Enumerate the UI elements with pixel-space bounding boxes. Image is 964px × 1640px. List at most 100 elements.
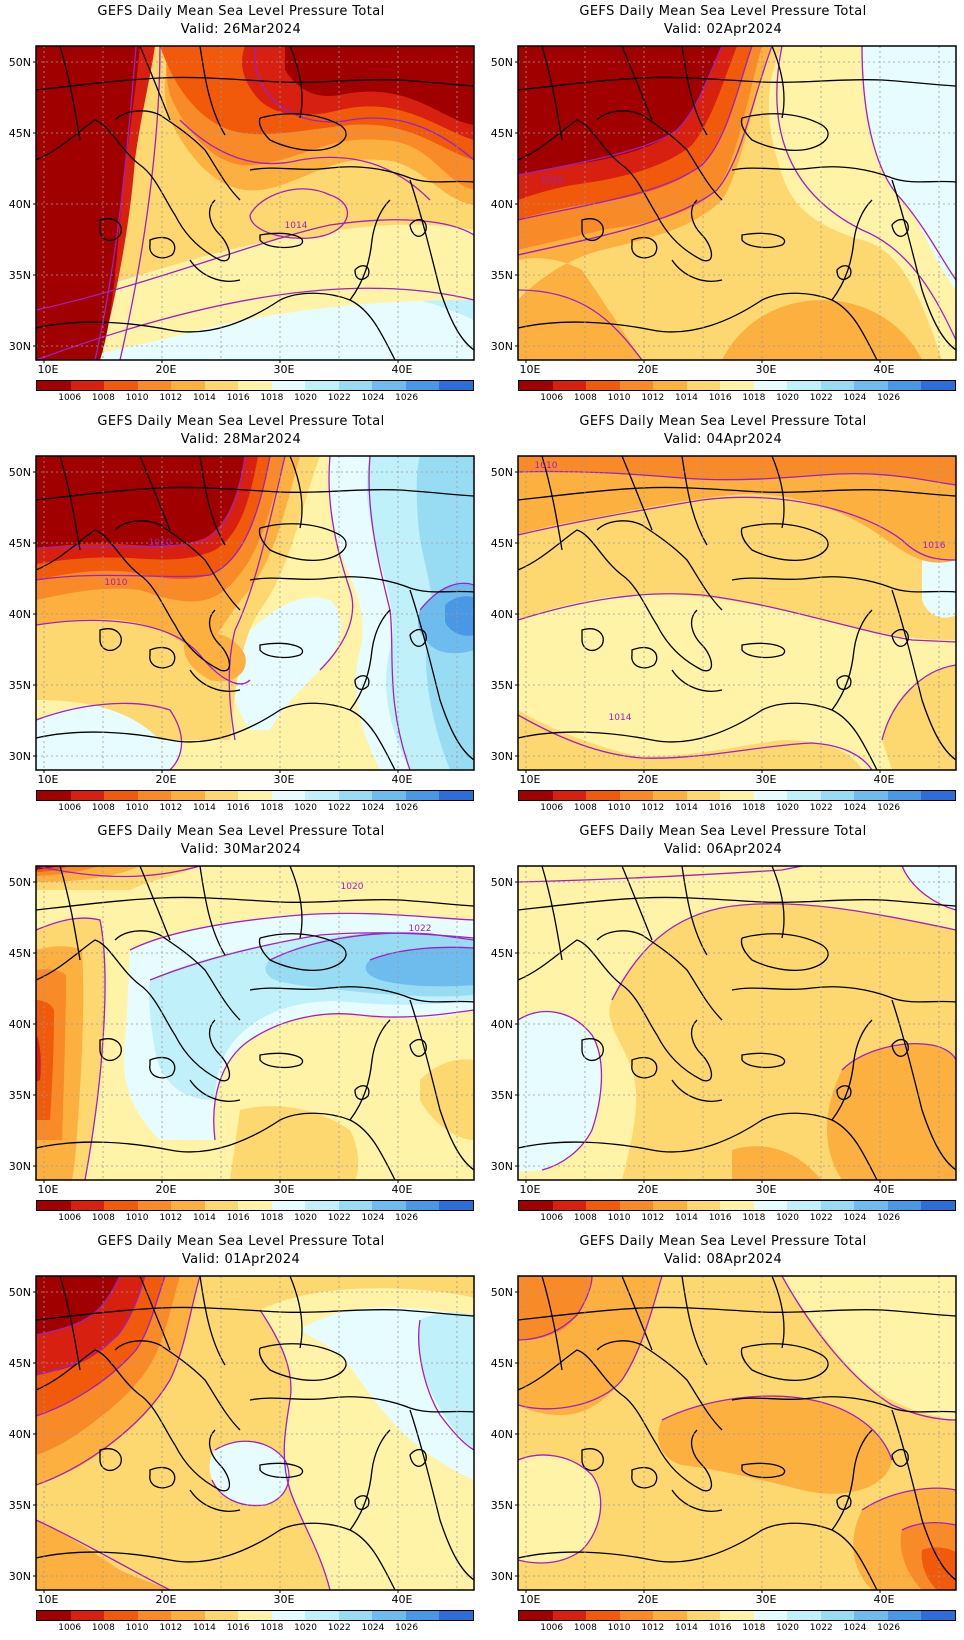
latitude-label: 30N [9, 1160, 31, 1173]
panel-valid-date: Valid: 04Apr2024 [663, 432, 783, 447]
pressure-field-area [36, 866, 70, 1120]
map-frame [35, 455, 475, 771]
longitude-label: 30E [274, 363, 295, 376]
colorbar-label: 1018 [742, 393, 766, 403]
colorbar-swatch [372, 1611, 406, 1620]
coastline-border [258, 1343, 347, 1381]
coastline-border [258, 113, 347, 151]
colorbar-swatch [405, 791, 440, 800]
colorbar-label: 1016 [226, 803, 250, 813]
panel-valid-date: Valid: 30Mar2024 [180, 842, 302, 857]
longitude-label: 30E [756, 1593, 777, 1606]
colorbar-swatch [921, 1201, 955, 1210]
colorbar-swatch [619, 1201, 654, 1210]
colorbar-swatch [439, 381, 473, 390]
colorbar-label: 1006 [58, 803, 82, 813]
colorbar-label: 1006 [540, 1213, 564, 1223]
colorbar-swatch [204, 381, 239, 390]
longitude-label: 20E [156, 773, 177, 786]
colorbar-swatch [104, 1611, 138, 1620]
coastline-border [621, 456, 653, 531]
colorbar-swatch [854, 1201, 888, 1210]
colorbar-label: 1012 [641, 393, 665, 403]
colorbar-swatch [70, 791, 105, 800]
coastline-border [631, 1056, 658, 1079]
colorbar-swatch [405, 1201, 440, 1210]
isobar-label: 1020 [341, 882, 364, 892]
coastline-border [621, 1276, 653, 1351]
latitude-label: 40N [9, 1428, 31, 1441]
colorbar-label: 1024 [843, 1623, 867, 1633]
coastline-border [771, 1276, 785, 1349]
latitude-label: 30N [9, 1570, 31, 1583]
colorbar [518, 1610, 956, 1621]
colorbar-label: 1014 [193, 1623, 216, 1633]
colorbar-swatch [753, 1201, 788, 1210]
pressure-field-area [862, 46, 956, 290]
colorbar-swatch [854, 1611, 888, 1620]
panel-title: GEFS Daily Mean Sea Level Pressure Total [97, 414, 385, 429]
pressure-field-area [445, 596, 474, 636]
colorbar-swatch [338, 791, 373, 800]
isobar-line [36, 619, 251, 685]
isobar-line [254, 46, 474, 161]
map-frame [517, 865, 957, 1181]
colorbar-label: 1010 [607, 1213, 631, 1223]
latitude-label: 50N [9, 1286, 31, 1299]
coastline-border [891, 1409, 956, 1581]
coastline-border [518, 1522, 878, 1590]
coastline-border [596, 930, 723, 1021]
panel-title: GEFS Daily Mean Sea Level Pressure Total [97, 824, 385, 839]
longitude-label: 20E [638, 1183, 659, 1196]
colorbar-label: 1024 [361, 803, 385, 813]
map-panel-28mar: GEFS Daily Mean Sea Level Pressure Total… [0, 410, 482, 820]
colorbar-label: 1016 [226, 1213, 250, 1223]
map-panel-08apr: GEFS Daily Mean Sea Level Pressure Total… [482, 1230, 964, 1640]
longitude-label: 20E [638, 1593, 659, 1606]
coastline-border [409, 218, 427, 237]
colorbar-label: 1022 [809, 1623, 833, 1633]
colorbar-swatch [338, 1201, 373, 1210]
colorbar-swatch [238, 791, 272, 800]
colorbar-swatch [586, 381, 620, 390]
longitude-label: 10E [38, 1593, 59, 1606]
colorbar-swatch [204, 1201, 239, 1210]
longitude-label: 40E [874, 1593, 895, 1606]
isobar-label: 1022 [409, 924, 432, 934]
colorbar-label: 1020 [776, 393, 799, 403]
colorbar-swatch [586, 1201, 620, 1210]
coastline-border [139, 46, 171, 121]
coastline-border [36, 292, 396, 360]
coastline-border [836, 1495, 852, 1511]
coastline-border [836, 265, 852, 281]
coastline-border [249, 166, 474, 183]
colorbar-label: 1008 [573, 1213, 597, 1223]
colorbar-label: 1014 [675, 393, 698, 403]
coastline-border [354, 1495, 370, 1511]
colorbar-label: 1018 [260, 1213, 284, 1223]
colorbar-swatch [137, 791, 172, 800]
longitude-label: 40E [874, 1183, 895, 1196]
latitude-label: 35N [9, 269, 31, 282]
coastline-border [740, 523, 829, 561]
colorbar-label: 1026 [877, 393, 901, 403]
longitude-label: 20E [156, 1183, 177, 1196]
pressure-field-area [36, 1276, 120, 1335]
coastline-border [36, 486, 474, 501]
colorbar-swatch [820, 1611, 855, 1620]
colorbar-swatch [887, 1611, 922, 1620]
colorbar-label: 1026 [395, 1623, 419, 1633]
colorbar-label: 1010 [125, 803, 149, 813]
longitude-label: 10E [520, 1593, 541, 1606]
coastline-border [258, 933, 347, 971]
coastline-border [36, 1522, 396, 1590]
colorbar-swatch [37, 1201, 71, 1210]
coastline-border [409, 1038, 427, 1057]
coastline-border [731, 576, 956, 593]
isobar-line [518, 1010, 603, 1171]
isobar-line [228, 456, 286, 741]
coastline-border [541, 866, 563, 961]
colorbar-label: 1020 [294, 1213, 317, 1223]
longitude-label: 20E [638, 363, 659, 376]
latitude-label: 40N [491, 1428, 513, 1441]
